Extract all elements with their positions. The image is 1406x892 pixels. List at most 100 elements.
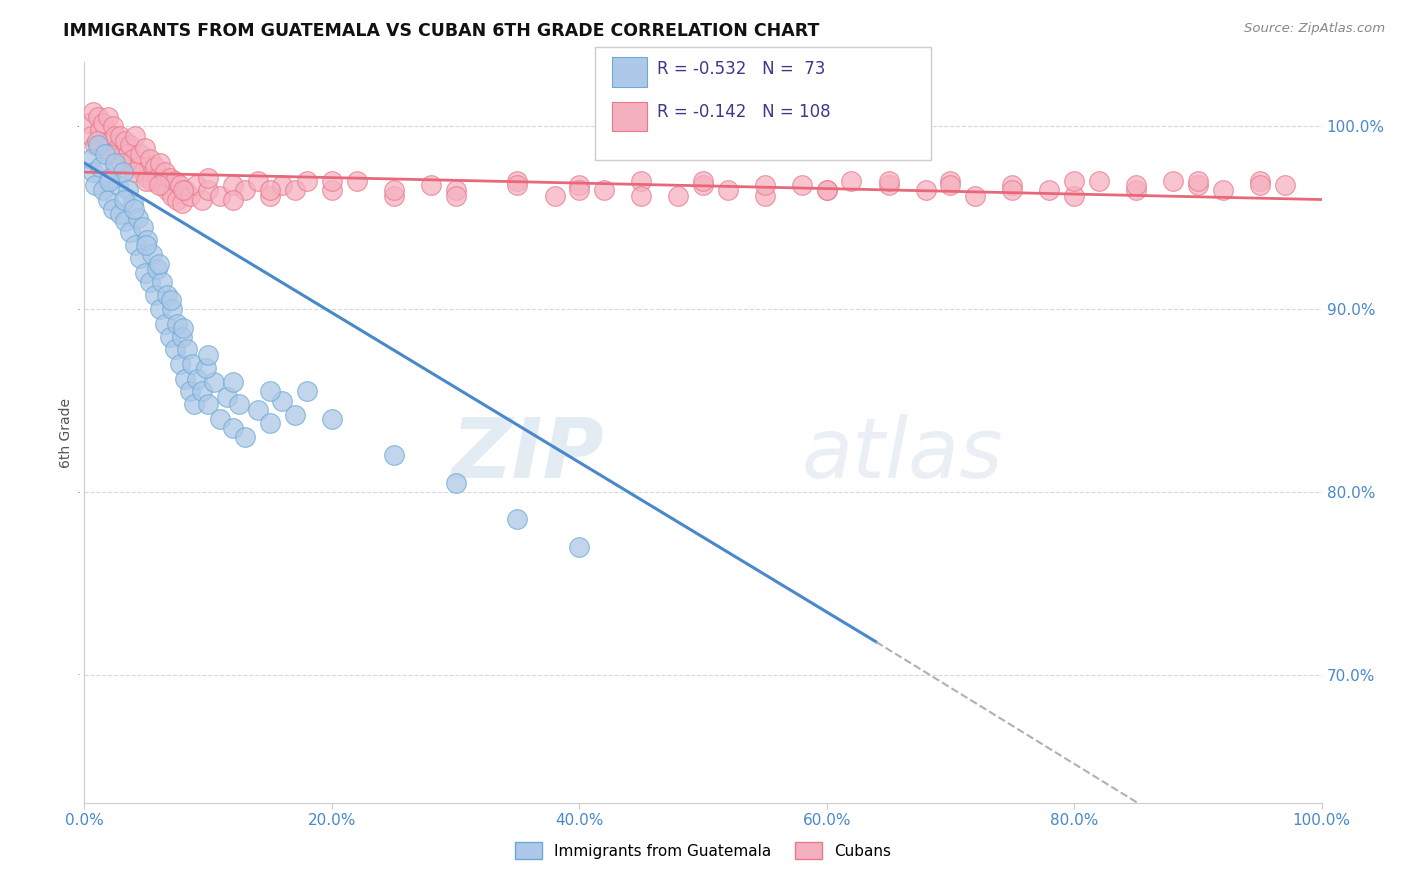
Point: [94, 137, 117, 152]
Point: [110, 207, 132, 221]
Point: [259, 416, 281, 430]
Point: [191, 193, 214, 207]
Point: [146, 262, 169, 277]
Point: [156, 183, 179, 197]
Point: [124, 238, 146, 252]
Point: [1161, 174, 1184, 188]
Point: [506, 174, 529, 188]
Point: [222, 178, 245, 192]
Point: [717, 183, 740, 197]
Point: [790, 178, 813, 192]
Point: [173, 372, 195, 386]
Point: [841, 174, 863, 188]
Point: [194, 360, 217, 375]
Point: [506, 512, 529, 526]
Point: [111, 165, 134, 179]
Point: [271, 178, 294, 192]
Point: [233, 183, 256, 197]
Text: ZIP: ZIP: [451, 414, 605, 495]
Point: [134, 141, 156, 155]
Point: [593, 183, 616, 197]
Point: [444, 183, 467, 197]
Point: [197, 397, 219, 411]
Point: [197, 183, 219, 197]
Point: [1187, 178, 1209, 192]
Point: [136, 233, 159, 247]
Point: [98, 134, 121, 148]
Point: [914, 183, 936, 197]
Point: [163, 174, 186, 188]
Point: [543, 189, 565, 203]
Point: [173, 183, 195, 197]
Point: [630, 174, 652, 188]
Point: [169, 357, 191, 371]
Text: Source: ZipAtlas.com: Source: ZipAtlas.com: [1244, 22, 1385, 36]
Point: [127, 211, 149, 225]
Point: [114, 134, 136, 148]
Point: [181, 357, 204, 371]
Point: [97, 110, 120, 124]
Point: [215, 390, 238, 404]
Point: [82, 104, 104, 119]
Point: [172, 183, 194, 197]
Point: [568, 178, 591, 192]
Point: [506, 178, 529, 192]
Point: [259, 189, 281, 203]
Point: [121, 153, 143, 167]
Point: [179, 189, 201, 203]
Point: [183, 397, 205, 411]
Point: [754, 178, 776, 192]
Point: [101, 120, 124, 134]
Point: [197, 348, 219, 362]
Point: [222, 376, 245, 390]
Point: [122, 202, 145, 216]
Point: [209, 189, 232, 203]
Point: [965, 189, 987, 203]
Point: [159, 170, 181, 185]
Point: [110, 128, 132, 143]
Point: [112, 193, 135, 207]
Point: [568, 540, 591, 554]
Point: [1249, 174, 1271, 188]
Point: [259, 183, 281, 197]
Point: [1063, 189, 1085, 203]
Point: [141, 247, 163, 261]
Point: [160, 302, 183, 317]
Point: [87, 110, 110, 124]
Point: [382, 183, 405, 197]
Point: [143, 160, 166, 174]
Point: [104, 128, 127, 143]
Point: [815, 183, 838, 197]
Point: [184, 178, 207, 192]
Point: [131, 165, 153, 179]
Point: [98, 146, 121, 161]
Point: [131, 219, 153, 234]
Point: [159, 329, 181, 343]
Point: [79, 153, 101, 167]
Point: [346, 174, 368, 188]
Point: [179, 384, 201, 399]
Point: [271, 393, 294, 408]
Point: [321, 174, 343, 188]
Legend: Immigrants from Guatemala, Cubans: Immigrants from Guatemala, Cubans: [509, 836, 897, 865]
Point: [120, 137, 142, 152]
Point: [101, 202, 124, 216]
Point: [107, 178, 129, 192]
Y-axis label: 6th Grade: 6th Grade: [59, 398, 73, 467]
Point: [84, 137, 107, 152]
Point: [692, 178, 714, 192]
Point: [166, 317, 188, 331]
Point: [666, 189, 689, 203]
Point: [1274, 178, 1296, 192]
Point: [139, 275, 162, 289]
Point: [202, 376, 225, 390]
Point: [77, 116, 100, 130]
Point: [111, 146, 134, 161]
Point: [107, 141, 129, 155]
Point: [259, 384, 281, 399]
Point: [692, 174, 714, 188]
Point: [419, 178, 441, 192]
Point: [197, 170, 219, 185]
Point: [444, 475, 467, 490]
Point: [91, 116, 114, 130]
